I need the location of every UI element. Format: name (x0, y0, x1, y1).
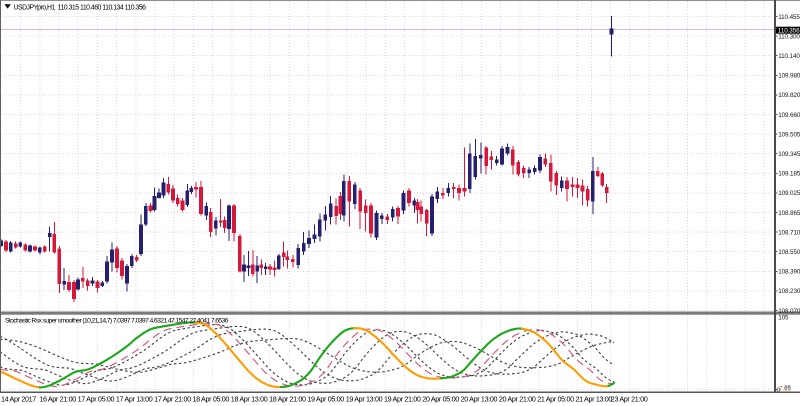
svg-text:108.390: 108.390 (778, 269, 800, 276)
svg-text:109.185: 109.185 (778, 171, 800, 178)
svg-text:19 Apr 05:00: 19 Apr 05:00 (307, 395, 344, 404)
svg-text:14 Apr 2017: 14 Apr 2017 (1, 395, 36, 404)
svg-text:110.455: 110.455 (778, 14, 800, 21)
svg-text:105: 105 (778, 315, 789, 322)
svg-text:108.230: 108.230 (778, 288, 800, 295)
svg-text:17 Apr 13:00: 17 Apr 13:00 (116, 395, 153, 404)
svg-text:20 Apr 05:00: 20 Apr 05:00 (422, 395, 459, 404)
svg-text:109.820: 109.820 (778, 92, 800, 99)
svg-text:0: 0 (777, 387, 781, 394)
svg-text:23 Apr 21:00: 23 Apr 21:00 (611, 395, 648, 404)
svg-text:20 Apr 21:00: 20 Apr 21:00 (499, 395, 536, 404)
svg-text:19 Apr 21:00: 19 Apr 21:00 (384, 395, 421, 404)
svg-text:109.345: 109.345 (778, 151, 800, 158)
svg-text:109.025: 109.025 (778, 190, 800, 197)
svg-text:USDJPYpro,H1 110.315 110.460: USDJPYpro,H1 110.315 110.460 110.134 110… (14, 5, 147, 12)
svg-text:17 Apr 21:00: 17 Apr 21:00 (154, 395, 191, 404)
svg-text:108.865: 108.865 (778, 210, 800, 217)
svg-text:108.550: 108.550 (778, 249, 800, 256)
svg-text:108.070: 108.070 (778, 308, 800, 315)
svg-text:21 Apr 05:00: 21 Apr 05:00 (537, 395, 574, 404)
svg-text:109.505: 109.505 (778, 131, 800, 138)
svg-text:17 Apr 05:00: 17 Apr 05:00 (78, 395, 115, 404)
svg-text:110.300: 110.300 (778, 33, 800, 40)
svg-text:109.980: 109.980 (778, 73, 800, 80)
svg-text:110.140: 110.140 (778, 53, 800, 60)
svg-text:109.660: 109.660 (778, 112, 800, 119)
svg-text:108.710: 108.710 (778, 229, 800, 236)
svg-text:18 Apr 21:00: 18 Apr 21:00 (269, 395, 306, 404)
svg-text:7.65: 7.65 (779, 386, 791, 393)
svg-text:18 Apr 13:00: 18 Apr 13:00 (231, 395, 268, 404)
svg-text:Stochastic Rsx super smoother: Stochastic Rsx super smoother (10,21,14,… (5, 317, 229, 324)
svg-text:16 Apr 21:00: 16 Apr 21:00 (39, 395, 76, 404)
svg-text:20 Apr 13:00: 20 Apr 13:00 (461, 395, 498, 404)
svg-text:19 Apr 13:00: 19 Apr 13:00 (346, 395, 383, 404)
svg-text:36: 36 (784, 385, 791, 392)
svg-text:110.356: 110.356 (778, 28, 800, 35)
svg-text:21 Apr 13:00: 21 Apr 13:00 (576, 395, 613, 404)
svg-text:18 Apr 05:00: 18 Apr 05:00 (193, 395, 230, 404)
